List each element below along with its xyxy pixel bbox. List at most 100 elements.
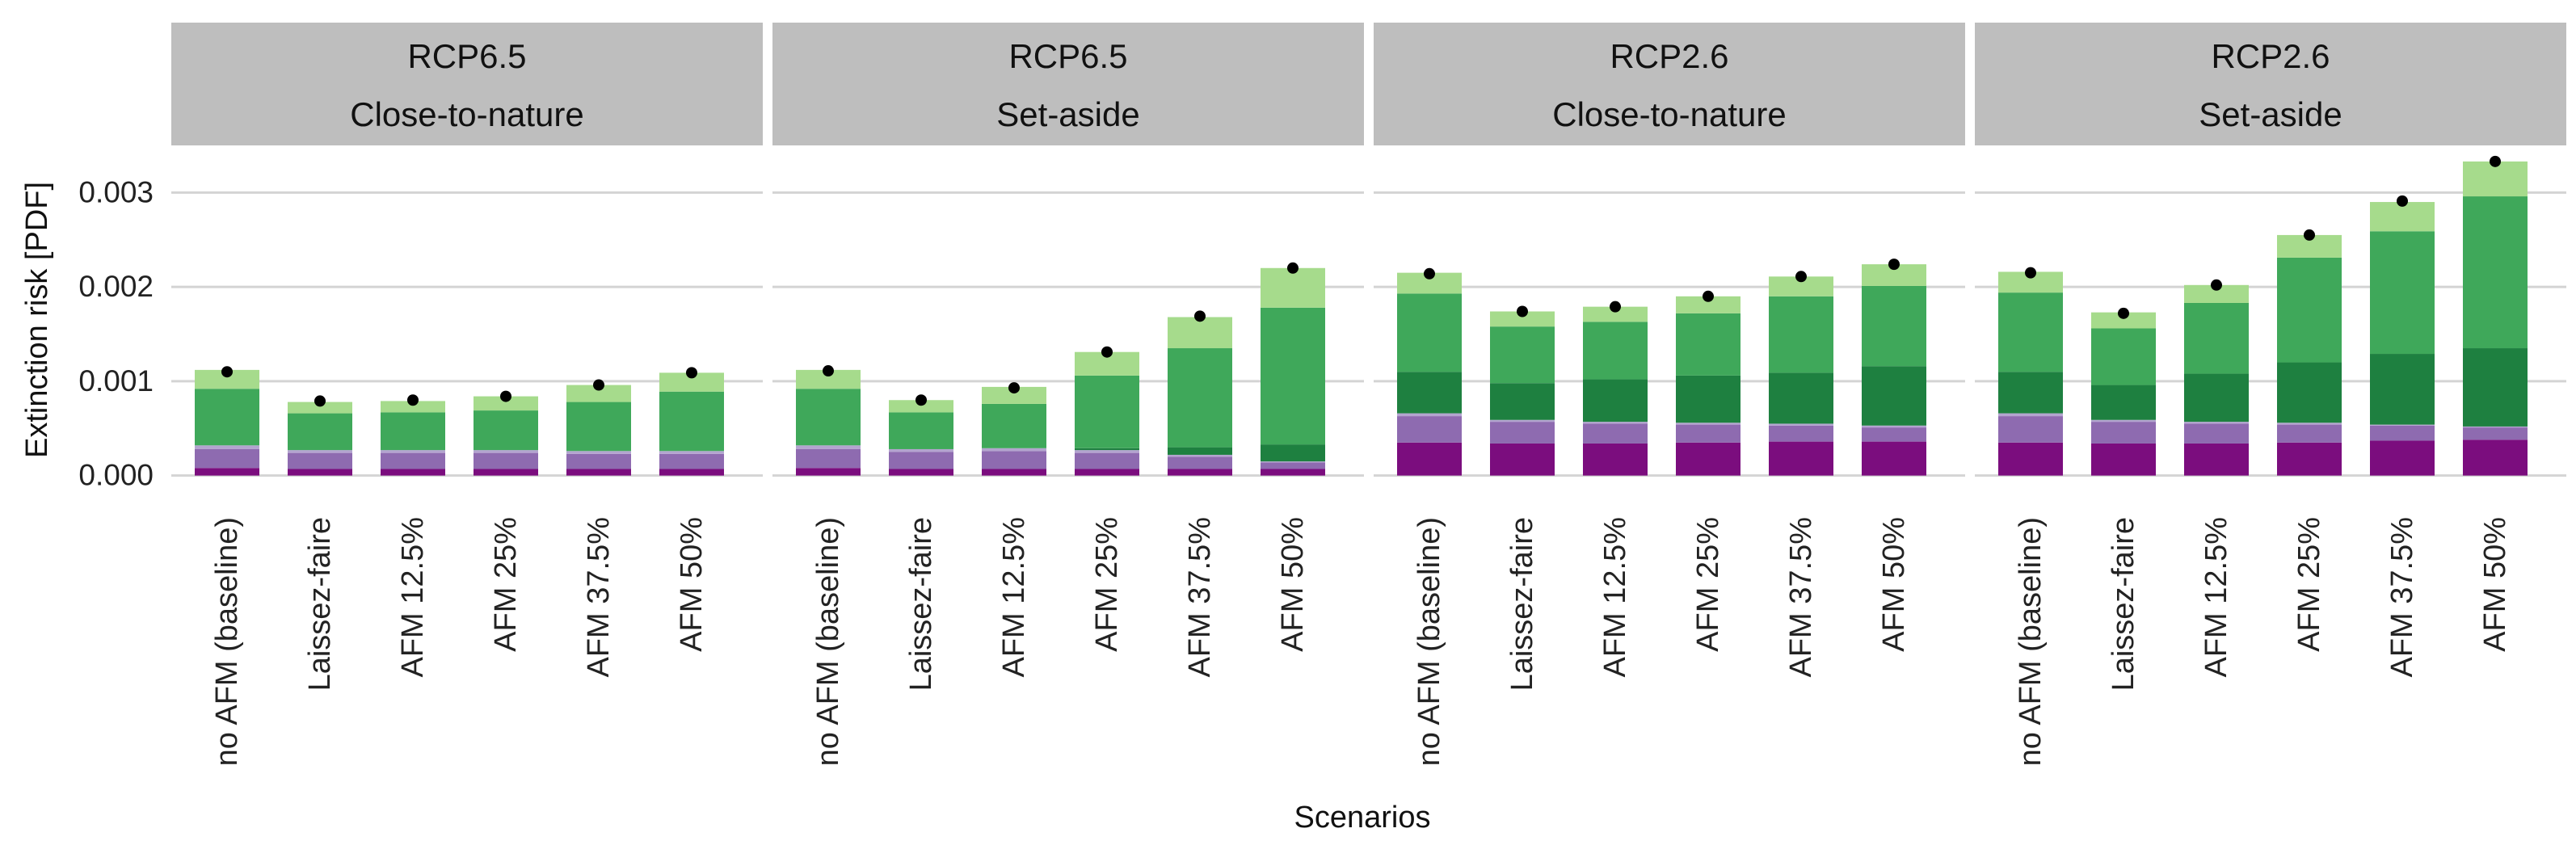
- bar-segment: [1261, 307, 1325, 445]
- bar-segment: [2463, 161, 2528, 197]
- total-point: [686, 367, 697, 379]
- bar-segment: [1397, 416, 1462, 443]
- bar-segment: [2184, 284, 2249, 303]
- bar-segment: [1583, 422, 1648, 424]
- total-point: [407, 394, 419, 406]
- y-tick-label: 0.002: [78, 270, 154, 303]
- x-tick-label: Laissez-faire: [904, 517, 938, 691]
- x-tick-label: no AFM (baseline): [1412, 517, 1446, 766]
- bar-segment: [1998, 292, 2063, 372]
- facet-strip-label-scenario: RCP2.6: [1610, 37, 1728, 75]
- bar-segment: [2184, 423, 2249, 444]
- bar-segment: [2370, 354, 2435, 425]
- bar-segment: [1168, 348, 1232, 448]
- facet-strip-label-scenario: RCP6.5: [1008, 37, 1127, 75]
- bar-segment: [2184, 302, 2249, 374]
- bar-segment: [1075, 448, 1139, 451]
- bar-segment: [1769, 423, 1833, 426]
- bar-segment: [2370, 424, 2435, 426]
- bar-segment: [982, 448, 1046, 452]
- bar-segment: [474, 452, 538, 469]
- bar-segment: [288, 452, 352, 469]
- bar-segment: [474, 396, 538, 411]
- bar-segment: [1769, 372, 1833, 424]
- bar-segment: [1583, 443, 1648, 476]
- x-tick-label: no AFM (baseline): [2014, 517, 2048, 766]
- bar-segment: [2277, 442, 2342, 476]
- bar-segment: [2370, 440, 2435, 476]
- bar-segment: [566, 453, 631, 469]
- bar-segment: [288, 413, 352, 451]
- total-point: [1610, 301, 1621, 313]
- bar-segment: [1490, 383, 1555, 420]
- bar-segment: [195, 389, 259, 446]
- bar-segment: [1075, 375, 1139, 448]
- bar-segment: [2091, 422, 2156, 444]
- bar-segment: [1676, 313, 1740, 376]
- bar-segment: [2184, 443, 2249, 476]
- x-axis-title: Scenarios: [1294, 801, 1431, 835]
- facet-strip: [1374, 23, 1965, 145]
- total-point: [1795, 271, 1807, 283]
- bar-segment: [796, 369, 861, 389]
- bar-segment: [2277, 257, 2342, 363]
- bar-segment: [1397, 372, 1462, 414]
- bar-segment: [1583, 306, 1648, 322]
- bar-segment: [2277, 423, 2342, 425]
- bar-segment: [566, 402, 631, 452]
- bar-segment: [796, 448, 861, 469]
- total-point: [221, 366, 233, 378]
- facet-strip-label-scenario: RCP6.5: [407, 37, 526, 75]
- bar-segment: [1490, 422, 1555, 444]
- bar-segment: [1998, 442, 2063, 476]
- x-tick-label: AFM 37.5%: [2385, 517, 2419, 678]
- x-tick-label: AFM 37.5%: [582, 517, 616, 678]
- bar-segment: [1168, 454, 1232, 457]
- bar-segment: [1397, 413, 1462, 417]
- total-point: [2211, 279, 2222, 291]
- bar-segment: [889, 448, 953, 452]
- bar-segment: [2091, 443, 2156, 476]
- bar-segment: [2091, 312, 2156, 329]
- x-tick-label: AFM 37.5%: [1183, 517, 1217, 678]
- bar-segment: [381, 450, 445, 453]
- x-tick-label: AFM 12.5%: [997, 517, 1031, 678]
- y-tick-label: 0.000: [78, 459, 154, 492]
- bar-segment: [1862, 366, 1926, 426]
- bar-segment: [659, 391, 724, 452]
- bar-segment: [2277, 362, 2342, 423]
- bar-segment: [1583, 423, 1648, 444]
- bar-segment: [288, 469, 352, 476]
- total-point: [593, 379, 604, 391]
- total-point: [1517, 305, 1528, 317]
- total-point: [1703, 290, 1714, 302]
- x-tick-label: Laissez-faire: [1505, 517, 1539, 691]
- x-tick-label: AFM 37.5%: [1784, 517, 1818, 678]
- facet-strip-label-scenario: RCP2.6: [2211, 37, 2330, 75]
- bar-segment: [566, 385, 631, 402]
- bar-segment: [889, 469, 953, 476]
- x-tick-label: Laissez-faire: [2107, 517, 2140, 691]
- bar-segment: [982, 386, 1046, 404]
- bar-segment: [1998, 413, 2063, 417]
- bar-segment: [659, 372, 724, 392]
- x-tick-label: AFM 12.5%: [1598, 517, 1632, 678]
- bar-segment: [889, 412, 953, 449]
- bar-segment: [982, 403, 1046, 448]
- bar-segment: [195, 369, 259, 389]
- bar-segment: [288, 450, 352, 453]
- bar-segment: [1168, 456, 1232, 469]
- bar-segment: [1075, 469, 1139, 476]
- x-tick-label: AFM 50%: [2478, 517, 2512, 652]
- bar-segment: [1261, 469, 1325, 476]
- total-point: [2025, 267, 2036, 279]
- total-point: [915, 394, 927, 406]
- bar-segment: [2091, 328, 2156, 385]
- bar-segment: [1583, 379, 1648, 423]
- total-point: [1194, 310, 1206, 322]
- facet-strip: [772, 23, 1364, 145]
- bar-segment: [1168, 469, 1232, 476]
- bar-segment: [1676, 424, 1740, 443]
- bar-segment: [1261, 461, 1325, 463]
- facet-strip-label-management: Set-aside: [2199, 95, 2342, 133]
